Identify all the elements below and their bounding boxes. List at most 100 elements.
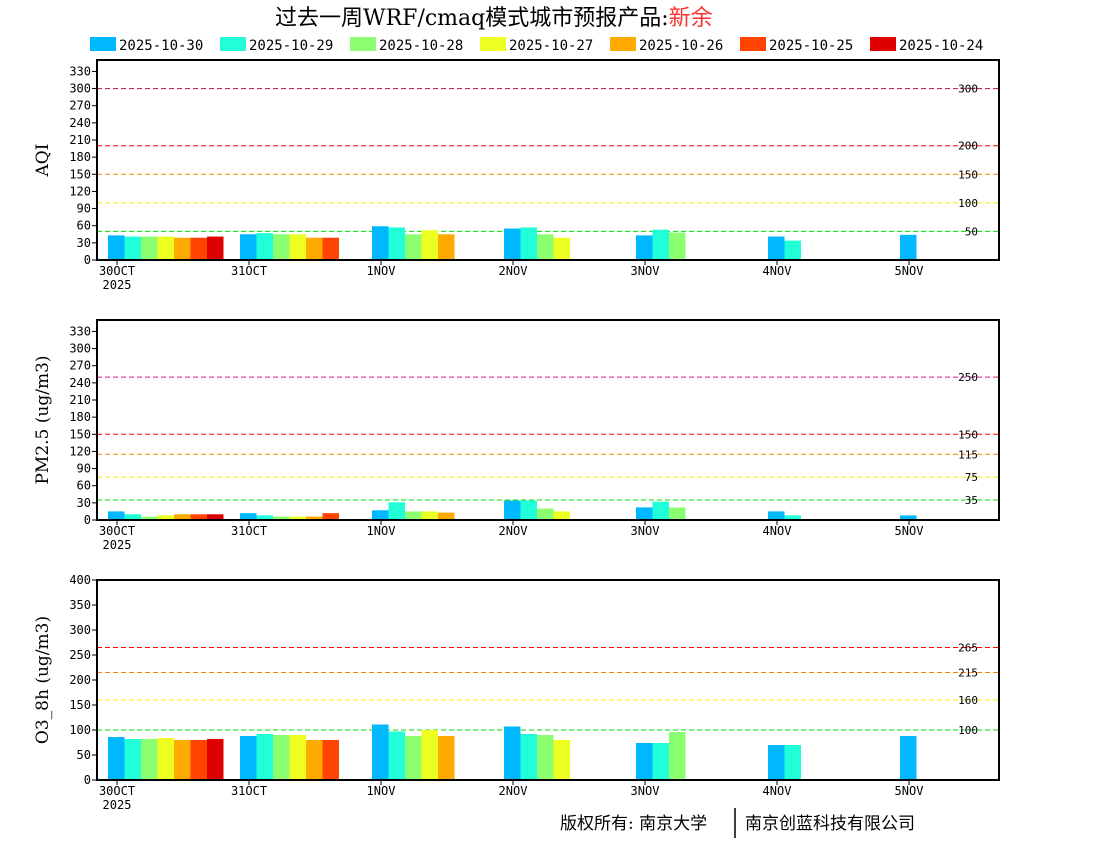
y-tick-label: 330 xyxy=(69,64,91,78)
footer-copyright: 版权所有: 南京大学 xyxy=(560,814,707,834)
bar xyxy=(900,234,917,260)
bar xyxy=(190,237,207,260)
bar xyxy=(174,740,191,780)
panels: 5010015020030003060901201501802102402703… xyxy=(33,59,1000,812)
chart-title: 过去一周WRF/cmaq模式城市预报产品:新余 xyxy=(275,6,713,31)
threshold-label: 250 xyxy=(958,371,978,384)
x-tick-label: 3NOV xyxy=(631,524,660,538)
threshold-label: 115 xyxy=(958,448,978,461)
y-tick-label: 300 xyxy=(69,342,91,356)
bar xyxy=(372,510,389,520)
y-tick-label: 350 xyxy=(69,598,91,612)
bar xyxy=(256,515,273,520)
y-tick-label: 50 xyxy=(77,748,91,762)
bar xyxy=(553,237,570,260)
x-tick-label: 1NOV xyxy=(367,784,396,798)
x-tick-label: 30OCT xyxy=(99,524,135,538)
bar xyxy=(141,236,158,260)
legend-swatch xyxy=(870,37,896,51)
y-tick-label: 0 xyxy=(84,253,91,267)
x-year-label: 2025 xyxy=(103,538,132,552)
bar xyxy=(438,512,455,520)
bar xyxy=(141,516,158,520)
title-main: 过去一周WRF/cmaq模式城市预报产品: xyxy=(275,6,669,31)
x-tick-label: 31OCT xyxy=(231,524,267,538)
bar xyxy=(438,234,455,260)
threshold-label: 50 xyxy=(965,225,978,238)
y-tick-label: 270 xyxy=(69,99,91,113)
bar xyxy=(537,735,554,780)
bar xyxy=(372,724,389,780)
bar xyxy=(636,743,653,780)
x-tick-label: 31OCT xyxy=(231,264,267,278)
y-tick-label: 300 xyxy=(69,82,91,96)
bar xyxy=(405,234,422,260)
y-tick-label: 150 xyxy=(69,427,91,441)
y-tick-label: 400 xyxy=(69,573,91,587)
bar xyxy=(669,507,686,520)
y-tick-label: 90 xyxy=(77,462,91,476)
y-tick-label: 240 xyxy=(69,376,91,390)
y-tick-label: 120 xyxy=(69,184,91,198)
bar xyxy=(388,731,405,780)
legend-label: 2025-10-29 xyxy=(249,38,333,54)
legend-label: 2025-10-28 xyxy=(379,38,463,54)
bar xyxy=(553,511,570,520)
legend-swatch xyxy=(610,37,636,51)
bar xyxy=(405,511,422,520)
y-axis-label: O3_8h (ug/m3) xyxy=(33,616,53,744)
legend-swatch xyxy=(480,37,506,51)
y-tick-label: 60 xyxy=(77,219,91,233)
title-city: 新余 xyxy=(669,6,713,31)
bar xyxy=(652,501,669,520)
bar xyxy=(421,230,438,260)
bar xyxy=(322,237,339,260)
bar xyxy=(372,226,389,260)
legend-label: 2025-10-30 xyxy=(119,38,203,54)
bar xyxy=(207,236,224,260)
bar xyxy=(504,726,521,780)
bar xyxy=(784,240,801,260)
bar xyxy=(190,740,207,780)
bar xyxy=(768,745,785,780)
legend-swatch xyxy=(350,37,376,51)
y-tick-label: 150 xyxy=(69,167,91,181)
bar xyxy=(768,236,785,260)
x-tick-label: 30OCT xyxy=(99,784,135,798)
panel-1: 35 75 115 150 250 0 30 60 90 120 150 180 210 240 270 30… xyxy=(33,319,1000,552)
y-tick-label: 30 xyxy=(77,496,91,510)
bar xyxy=(900,736,917,780)
x-tick-label: 30OCT xyxy=(99,264,135,278)
bar xyxy=(207,739,224,780)
footer-company: 南京创蓝科技有限公司 xyxy=(745,814,915,834)
bar xyxy=(256,734,273,780)
bar xyxy=(438,736,455,780)
bar xyxy=(520,500,537,520)
y-axis-label: PM2.5 (ug/m3) xyxy=(33,355,53,484)
x-tick-label: 4NOV xyxy=(763,524,792,538)
bar xyxy=(421,511,438,520)
bar xyxy=(652,743,669,780)
bar xyxy=(240,513,257,520)
bar xyxy=(900,515,917,520)
bar xyxy=(306,740,323,780)
x-tick-label: 3NOV xyxy=(631,784,660,798)
bar xyxy=(784,745,801,780)
x-tick-label: 2NOV xyxy=(499,524,528,538)
bar xyxy=(273,516,290,520)
y-tick-label: 0 xyxy=(84,513,91,527)
y-tick-label: 180 xyxy=(69,150,91,164)
bar xyxy=(669,732,686,780)
threshold-label: 265 xyxy=(958,642,978,655)
bar xyxy=(636,507,653,520)
x-tick-label: 1NOV xyxy=(367,524,396,538)
y-tick-label: 240 xyxy=(69,116,91,130)
bar xyxy=(289,516,306,520)
x-tick-label: 1NOV xyxy=(367,264,396,278)
bar xyxy=(388,227,405,260)
y-tick-label: 30 xyxy=(77,236,91,250)
y-tick-label: 250 xyxy=(69,648,91,662)
bar xyxy=(207,514,224,520)
bar xyxy=(157,738,174,780)
bar xyxy=(520,227,537,260)
